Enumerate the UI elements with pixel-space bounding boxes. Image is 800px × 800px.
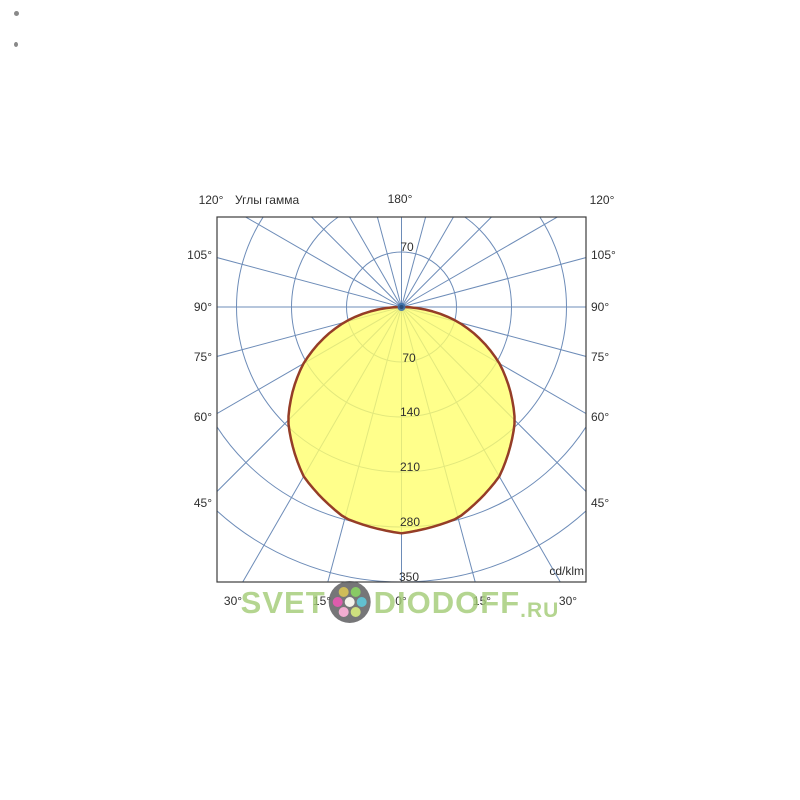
led-dot-icon bbox=[350, 607, 361, 617]
angle-label-bottom-30-left: 30° bbox=[223, 594, 243, 608]
watermark-tld: .RU bbox=[520, 599, 560, 622]
radial-tick-140: 140 bbox=[399, 405, 421, 419]
angle-label-left-60: 60° bbox=[193, 410, 212, 424]
scan-speck bbox=[14, 11, 19, 16]
watermark: SVET DIODOFF .RU bbox=[241, 581, 560, 623]
radial-tick-70: 70 bbox=[402, 351, 416, 365]
angle-label-bottom-0: 0° bbox=[395, 594, 407, 608]
chart-title: Углы гамма bbox=[235, 193, 300, 207]
angle-label-left-90: 90° bbox=[193, 300, 212, 314]
radial-tick-280: 280 bbox=[399, 515, 421, 529]
led-dot-icon bbox=[350, 587, 361, 597]
led-dot-icon bbox=[338, 607, 349, 617]
angle-label-right-105: 105° bbox=[591, 248, 616, 262]
angle-label-right-45: 45° bbox=[591, 496, 610, 510]
radial-tick-70-top: 70 bbox=[400, 240, 414, 254]
led-dot-icon bbox=[344, 597, 355, 607]
angle-label-right-75: 75° bbox=[591, 350, 610, 364]
angle-label-left-45: 45° bbox=[193, 496, 212, 510]
scan-speck bbox=[14, 42, 18, 47]
watermark-text-left: SVET bbox=[240, 584, 326, 620]
radial-tick-210: 210 bbox=[399, 460, 421, 474]
angle-label-top-right: 120° bbox=[589, 193, 615, 207]
unit-label: cd/klm bbox=[549, 564, 584, 578]
angle-label-top-left: 120° bbox=[198, 193, 224, 207]
led-dot-icon bbox=[332, 597, 343, 607]
angle-label-bottom-30-right: 30° bbox=[558, 594, 578, 608]
angle-label-bottom-15-left: 15° bbox=[312, 594, 332, 608]
led-dot-icon bbox=[356, 597, 367, 607]
angle-label-right-60: 60° bbox=[591, 410, 610, 424]
angle-label-left-105: 105° bbox=[187, 248, 212, 262]
led-dot-icon bbox=[338, 587, 349, 597]
angle-label-left-75: 75° bbox=[193, 350, 212, 364]
angle-label-right-90: 90° bbox=[591, 300, 610, 314]
angle-label-bottom-15-right: 15° bbox=[472, 594, 492, 608]
radial-tick-350: 350 bbox=[398, 570, 420, 584]
watermark-text-right: DIODOFF bbox=[373, 584, 521, 620]
angle-label-top-center: 180° bbox=[387, 192, 413, 206]
led-logo-icon bbox=[328, 581, 371, 623]
